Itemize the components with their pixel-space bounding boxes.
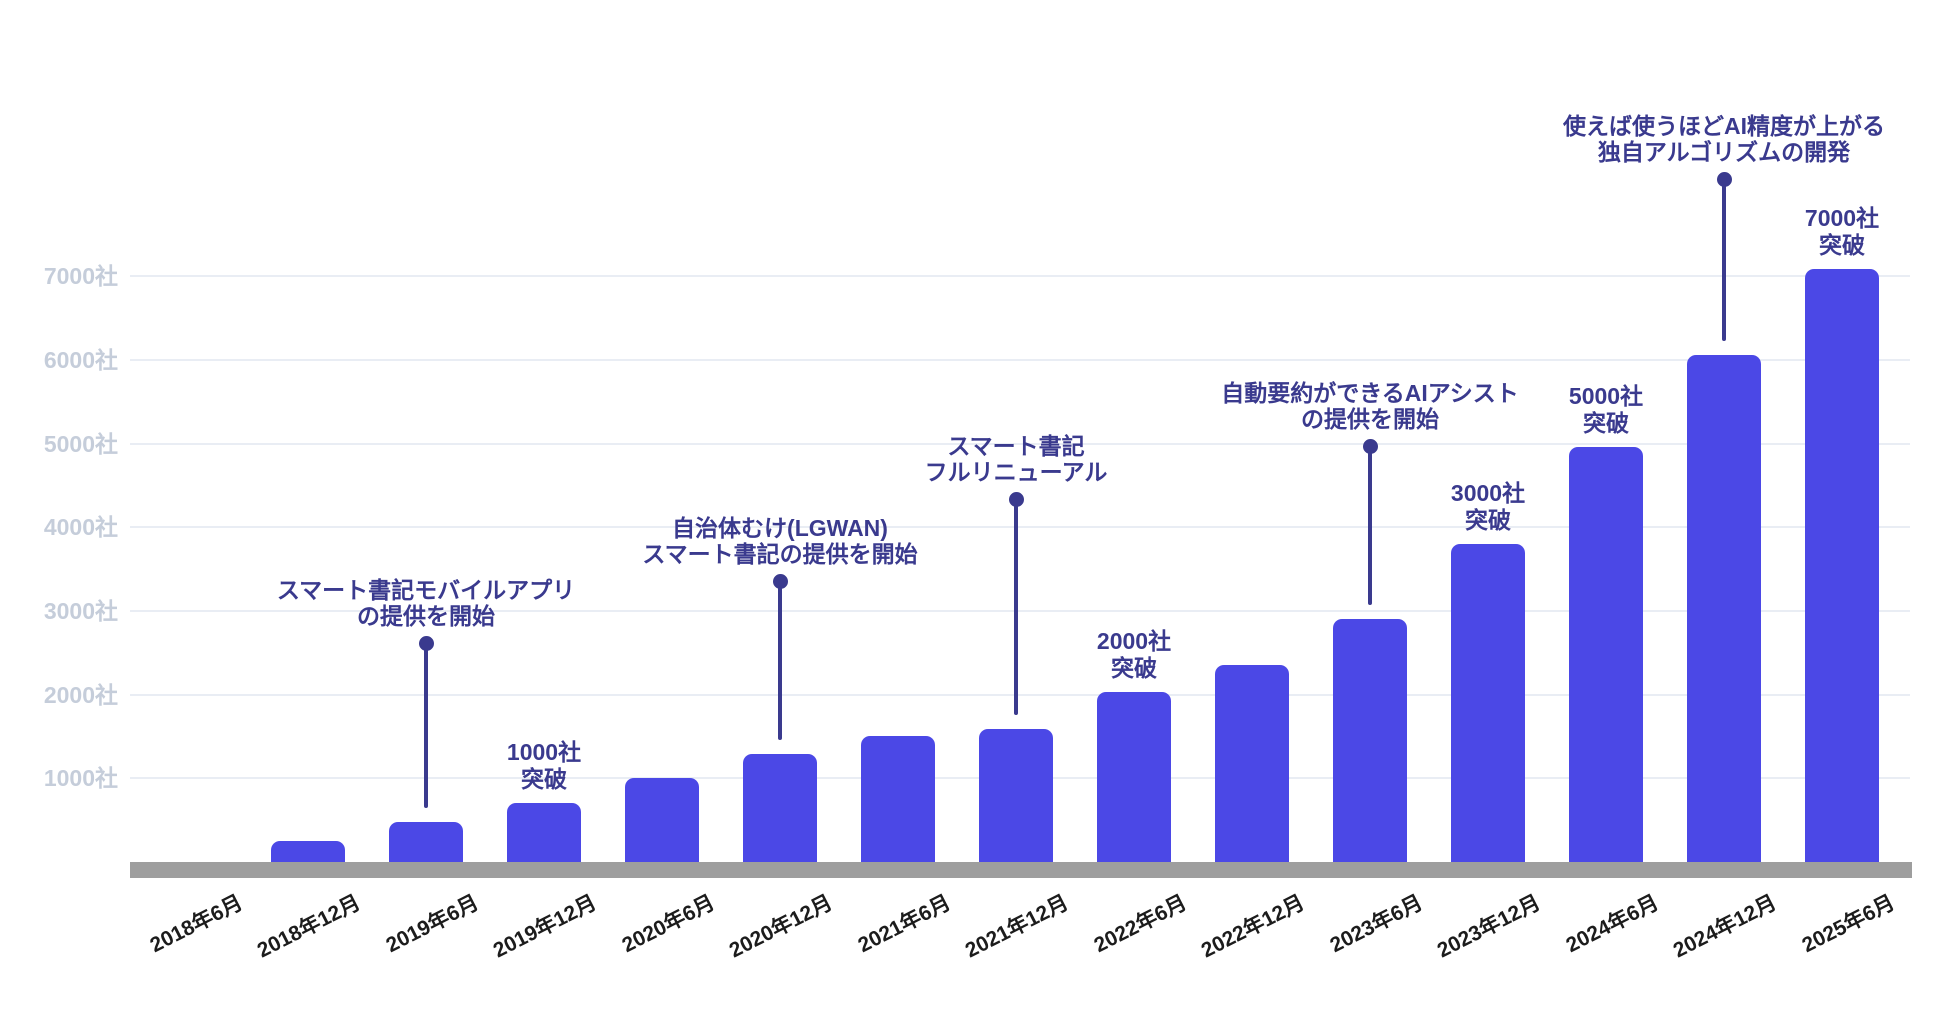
bar xyxy=(1569,446,1643,866)
annotation-pointer-line xyxy=(1014,499,1018,715)
x-axis-label: 2019年12月 xyxy=(489,891,600,963)
annotation-pointer-line xyxy=(424,643,428,808)
x-axis-label: 2022年6月 xyxy=(1090,891,1190,958)
annotation-pointer-line xyxy=(1722,179,1726,341)
bar xyxy=(861,736,935,866)
annotation-label: 自治体むけ(LGWAN) スマート書記の提供を開始 xyxy=(642,515,918,567)
annotation-label: スマート書記モバイルアプリ の提供を開始 xyxy=(276,577,576,629)
x-axis-label: 2021年12月 xyxy=(961,891,1072,963)
annotation-label: 使えば使うほどAI精度が上がる 独自アルゴリズムの開発 xyxy=(1563,113,1885,165)
y-grid-line xyxy=(130,442,1910,445)
y-axis-label: 4000社 xyxy=(43,514,118,541)
annotation-pointer-line xyxy=(778,581,782,741)
y-grid-line xyxy=(130,693,1910,696)
bar xyxy=(1687,354,1761,866)
milestone-label: 7000社 突破 xyxy=(1804,204,1880,258)
y-axis-label: 5000社 xyxy=(43,430,118,457)
y-grid-line xyxy=(130,358,1910,361)
milestone-label: 1000社 突破 xyxy=(506,739,582,793)
x-axis-label: 2019年6月 xyxy=(382,891,482,958)
y-grid-line xyxy=(130,609,1910,612)
bar xyxy=(979,728,1053,866)
y-grid-line xyxy=(130,526,1910,529)
milestone-label: 3000社 突破 xyxy=(1450,479,1526,533)
bar xyxy=(1215,665,1289,866)
x-axis-label: 2024年12月 xyxy=(1669,891,1780,963)
y-axis-label: 6000社 xyxy=(43,346,118,373)
y-axis-label: 1000社 xyxy=(43,765,118,792)
milestone-label: 2000社 突破 xyxy=(1096,628,1172,682)
y-axis-label: 2000社 xyxy=(43,681,118,708)
x-axis-label: 2018年6月 xyxy=(146,891,246,958)
y-axis-label: 3000社 xyxy=(43,597,118,624)
bar xyxy=(1805,268,1879,866)
x-axis-label: 2025年6月 xyxy=(1798,891,1898,958)
x-axis-label: 2024年6月 xyxy=(1562,891,1662,958)
annotation-label: 自動要約ができるAIアシスト の提供を開始 xyxy=(1221,380,1519,432)
baseline-bar xyxy=(130,862,1912,878)
bar xyxy=(743,754,817,866)
milestone-label: 5000社 突破 xyxy=(1568,382,1644,436)
bar xyxy=(625,778,699,866)
x-axis-label: 2020年6月 xyxy=(618,891,718,958)
x-axis-label: 2022年12月 xyxy=(1197,891,1308,963)
bar xyxy=(389,821,463,866)
x-axis-label: 2021年6月 xyxy=(854,891,954,958)
x-axis-label: 2023年12月 xyxy=(1433,891,1544,963)
bar xyxy=(1097,692,1171,866)
annotation-label: スマート書記 フルリニューアル xyxy=(924,433,1108,485)
y-grid-line xyxy=(130,275,1910,278)
x-axis-label: 2020年12月 xyxy=(725,891,836,963)
bar xyxy=(1451,543,1525,866)
annotation-pointer-line xyxy=(1368,446,1372,606)
bar xyxy=(271,841,345,866)
x-axis-label: 2018年12月 xyxy=(253,891,364,963)
bar xyxy=(507,803,581,866)
x-axis-label: 2023年6月 xyxy=(1326,891,1426,958)
bar xyxy=(1333,619,1407,866)
y-axis-label: 7000社 xyxy=(43,263,118,290)
